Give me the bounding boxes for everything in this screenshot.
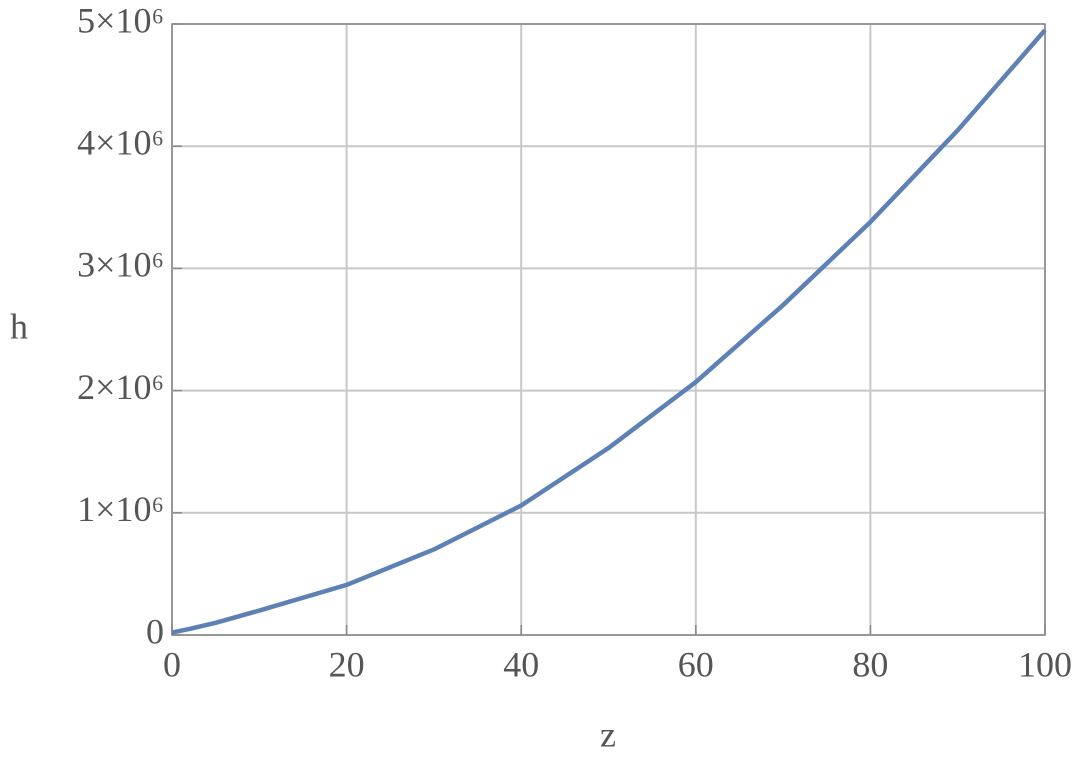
y-tick-label: 1×10⁶ [77,489,164,529]
x-tick-label: 0 [163,644,181,684]
data-line [171,28,1047,635]
plot-frame [171,23,1046,636]
y-tick-label: 4×10⁶ [77,122,164,162]
y-tick-label: 5×10⁶ [77,0,164,40]
y-axis-label: h [10,306,28,346]
y-tick-label: 0 [146,611,164,651]
y-tick-label: 2×10⁶ [77,367,164,407]
x-tick-label: 100 [1018,644,1072,684]
x-tick-label: 60 [678,644,714,684]
y-tick-label: 3×10⁶ [77,245,164,285]
x-axis-label: z [600,714,616,754]
x-tick-label: 40 [503,644,539,684]
x-tick-label: 80 [852,644,888,684]
x-tick-label: 20 [329,644,365,684]
